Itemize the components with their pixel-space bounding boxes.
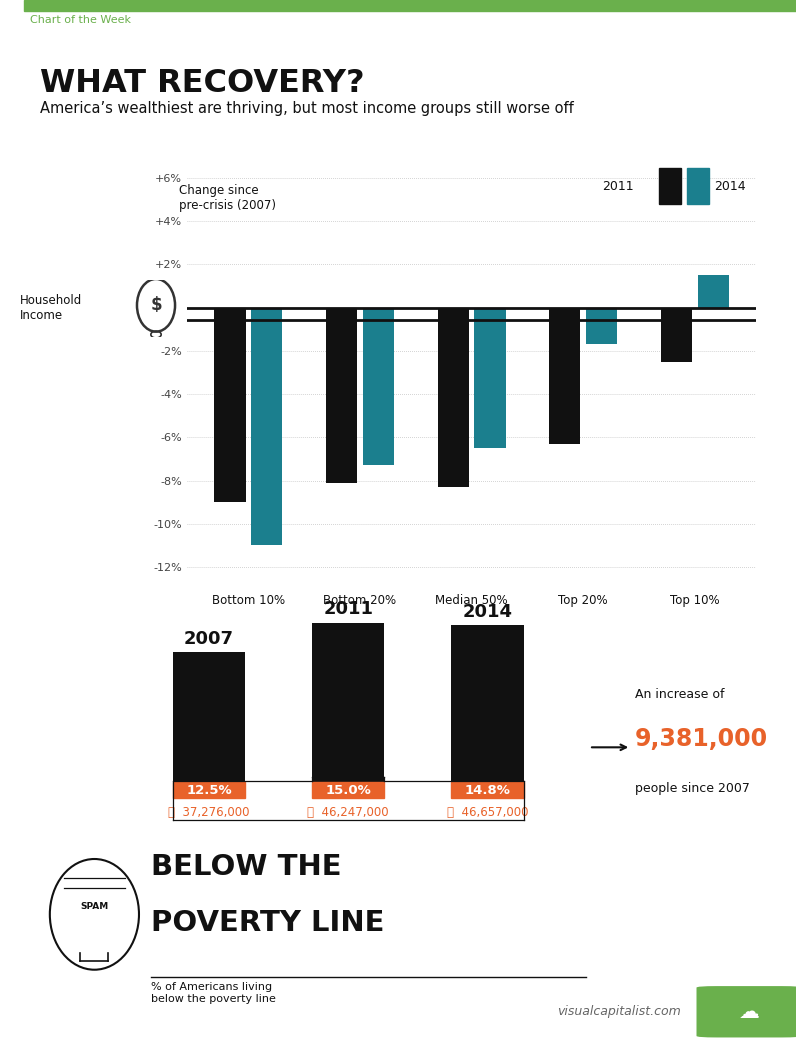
Text: 15.0%: 15.0% [326,784,371,797]
Text: WHAT RECOVERY?: WHAT RECOVERY? [40,68,365,99]
Bar [451,782,524,798]
Text: 2014: 2014 [462,603,513,621]
Text: 2007: 2007 [184,629,234,648]
Text: ⓘ  46,247,000: ⓘ 46,247,000 [307,807,389,819]
Bar [173,782,245,798]
Text: 9,381,000: 9,381,000 [635,727,768,751]
Text: people since 2007: people since 2007 [635,783,750,795]
Text: 2014: 2014 [715,179,746,193]
Bar [586,307,617,345]
Bar [214,307,246,502]
Text: ⓘ  37,276,000: ⓘ 37,276,000 [168,807,250,819]
Text: ☁: ☁ [739,1001,759,1022]
Text: An increase of: An increase of [635,688,724,700]
Text: 2011: 2011 [323,600,373,619]
Bar [312,782,384,798]
FancyBboxPatch shape [696,986,796,1038]
Text: visualcapitalist.com: visualcapitalist.com [557,1006,681,1018]
Text: 14.8%: 14.8% [465,784,510,797]
Bar [173,652,245,798]
Text: $: $ [150,296,162,315]
Bar [438,307,469,487]
Text: 2011: 2011 [603,179,634,193]
Text: POVERTY LINE: POVERTY LINE [151,909,384,937]
Bar [697,275,729,307]
Bar [252,307,283,546]
Text: America’s wealthiest are thriving, but most income groups still worse off: America’s wealthiest are thriving, but m… [40,101,574,116]
Bar [549,307,580,444]
Text: Change since
pre-crisis (2007): Change since pre-crisis (2007) [179,184,276,213]
Bar [326,307,357,482]
Text: BELOW THE: BELOW THE [151,853,341,882]
Bar [363,307,394,466]
Bar [474,307,505,448]
Text: 12.5%: 12.5% [186,784,232,797]
Text: ⓘ  46,657,000: ⓘ 46,657,000 [447,807,529,819]
Bar [312,622,384,798]
Bar [24,0,796,10]
Bar [451,625,524,798]
Text: Household
Income: Household Income [20,294,82,322]
Text: Chart of the Week: Chart of the Week [30,15,131,25]
Bar [658,169,681,204]
Bar [661,307,692,362]
Text: % of Americans living
below the poverty line: % of Americans living below the poverty … [151,982,276,1003]
Text: SPAM: SPAM [80,902,108,911]
Bar [687,169,709,204]
